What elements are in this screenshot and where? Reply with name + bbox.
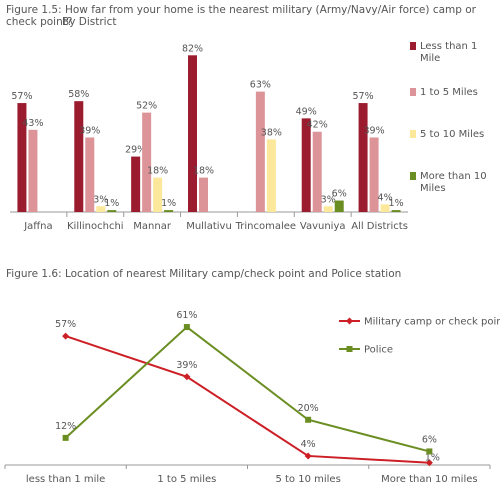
legend-swatch-1-to-5-miles — [410, 88, 416, 96]
category-label-mannar: Mannar — [133, 221, 172, 232]
point-military-camp-or-check-point-less-than-1-mile — [62, 332, 70, 340]
data-label: 39% — [176, 360, 197, 371]
data-label: 58% — [68, 89, 89, 100]
data-label: 1% — [161, 198, 176, 209]
bar-5-to-10-miles-trincomalee — [266, 139, 276, 212]
category-label-vavuniya: Vavuniya — [300, 221, 346, 232]
category-label-jaffna: Jaffna — [23, 221, 52, 232]
point-police-5-to-10-miles — [305, 416, 312, 423]
bar-less-than-1-mile-vavuniya — [301, 118, 311, 212]
category-label-more-than-10-miles: More than 10 miles — [381, 474, 477, 485]
legend-swatch-more-than-10-miles — [410, 172, 416, 180]
bar-more-than-10-miles-vavuniya — [334, 200, 344, 212]
data-label: 57% — [55, 319, 76, 330]
legend-label-less-than-1-mile: Less than 1 Mile — [420, 41, 477, 64]
data-label: 57% — [353, 91, 374, 102]
category-label-all-districts: All Districts — [351, 221, 408, 232]
data-label: 57% — [11, 91, 32, 102]
bar-less-than-1-mile-killinochchi — [74, 101, 84, 212]
data-label: 39% — [79, 125, 100, 136]
point-military-camp-or-check-point-1-to-5-miles — [183, 373, 191, 381]
bar-5-to-10-miles-all-districts — [380, 204, 390, 212]
data-label: 12% — [55, 421, 76, 432]
data-label: 6% — [332, 189, 347, 200]
legend-label-1-to-5-miles: 1 to 5 Miles — [420, 87, 478, 98]
data-label: 63% — [250, 80, 271, 91]
data-label: 49% — [296, 106, 317, 117]
data-label: 4% — [378, 192, 393, 203]
data-label: 1% — [389, 198, 404, 209]
data-label: 3% — [321, 194, 336, 205]
bar-1-to-5-miles-vavuniya — [312, 131, 322, 212]
legend-swatch-less-than-1-mile — [410, 42, 416, 50]
bar-more-than-10-miles-all-districts — [391, 210, 401, 212]
line-military-camp-or-check-point — [65, 335, 430, 464]
legend-label-more-than-10-miles: More than 10 Miles — [420, 171, 487, 194]
data-label: 18% — [147, 166, 168, 177]
data-label: 38% — [261, 127, 282, 138]
point-police-1-to-5-miles — [183, 324, 190, 331]
category-label-mullativu: Mullativu — [186, 221, 232, 232]
data-label: 6% — [422, 434, 437, 445]
bar-1-to-5-miles-killinochchi — [85, 137, 95, 212]
point-police-less-than-1-mile — [62, 434, 69, 441]
data-label: 52% — [136, 101, 157, 112]
legend-label-military-camp-or-check-point: Military camp or check point — [364, 317, 500, 328]
data-label: 18% — [193, 166, 214, 177]
data-label: 4% — [301, 439, 316, 450]
data-label: 82% — [182, 43, 203, 54]
bar-5-to-10-miles-killinochchi — [96, 206, 106, 212]
point-police-more-than-10-miles — [426, 448, 433, 455]
point-military-camp-or-check-point-5-to-10-miles — [304, 452, 312, 460]
data-label: 29% — [125, 145, 146, 156]
category-label-1-to-5-miles: 1 to 5 miles — [157, 474, 216, 485]
legend-label-police: Police — [364, 345, 393, 356]
data-label: 1% — [425, 453, 440, 464]
bar-less-than-1-mile-all-districts — [358, 103, 368, 212]
bar-1-to-5-miles-mannar — [142, 112, 152, 212]
line-police — [64, 325, 430, 453]
bar-1-to-5-miles-trincomalee — [255, 91, 265, 212]
figure-1-subtitle: By District — [62, 16, 117, 28]
bar-less-than-1-mile-mannar — [131, 156, 141, 212]
point-military-camp-or-check-point-more-than-10-miles — [425, 459, 433, 467]
legend-marker-police — [346, 346, 353, 352]
category-label-less-than-1-mile: less than 1 mile — [26, 474, 105, 485]
data-label: 3% — [93, 194, 108, 205]
bar-less-than-1-mile-jaffna — [17, 103, 27, 212]
bar-5-to-10-miles-mannar — [153, 177, 163, 212]
data-label: 43% — [22, 118, 43, 129]
figure-2-title: Figure 1.6: Location of nearest Military… — [6, 268, 402, 280]
legend-label-5-to-10-miles: 5 to 10 Miles — [420, 129, 484, 140]
bar-more-than-10-miles-mannar — [164, 210, 174, 212]
data-label: 20% — [298, 403, 319, 414]
legend-swatch-5-to-10-miles — [410, 130, 416, 138]
bar-5-to-10-miles-vavuniya — [323, 206, 333, 212]
bar-more-than-10-miles-killinochchi — [107, 210, 117, 212]
bar-chart-svg: Jaffna Killinochchi Mannar Mullativu Trincom… — [10, 41, 487, 232]
data-label: 39% — [364, 125, 385, 136]
bar-1-to-5-miles-jaffna — [28, 129, 38, 212]
category-label-trincomalee: Trincomalee — [235, 221, 296, 232]
bar-1-to-5-miles-mullativu — [199, 177, 208, 212]
data-label: 1% — [104, 198, 119, 209]
data-label: 42% — [307, 120, 328, 131]
bar-less-than-1-mile-mullativu — [188, 55, 197, 213]
bar-1-to-5-miles-all-districts — [369, 137, 379, 212]
category-label-5-to-10-miles: 5 to 10 miles — [275, 474, 340, 485]
data-label: 61% — [176, 310, 197, 321]
category-label-killinochchi: Killinochchi — [67, 221, 124, 232]
figure-1-title: Figure 1.5: How far from your home is th… — [6, 4, 476, 28]
legend-marker-military-camp-or-check-point — [346, 317, 353, 325]
